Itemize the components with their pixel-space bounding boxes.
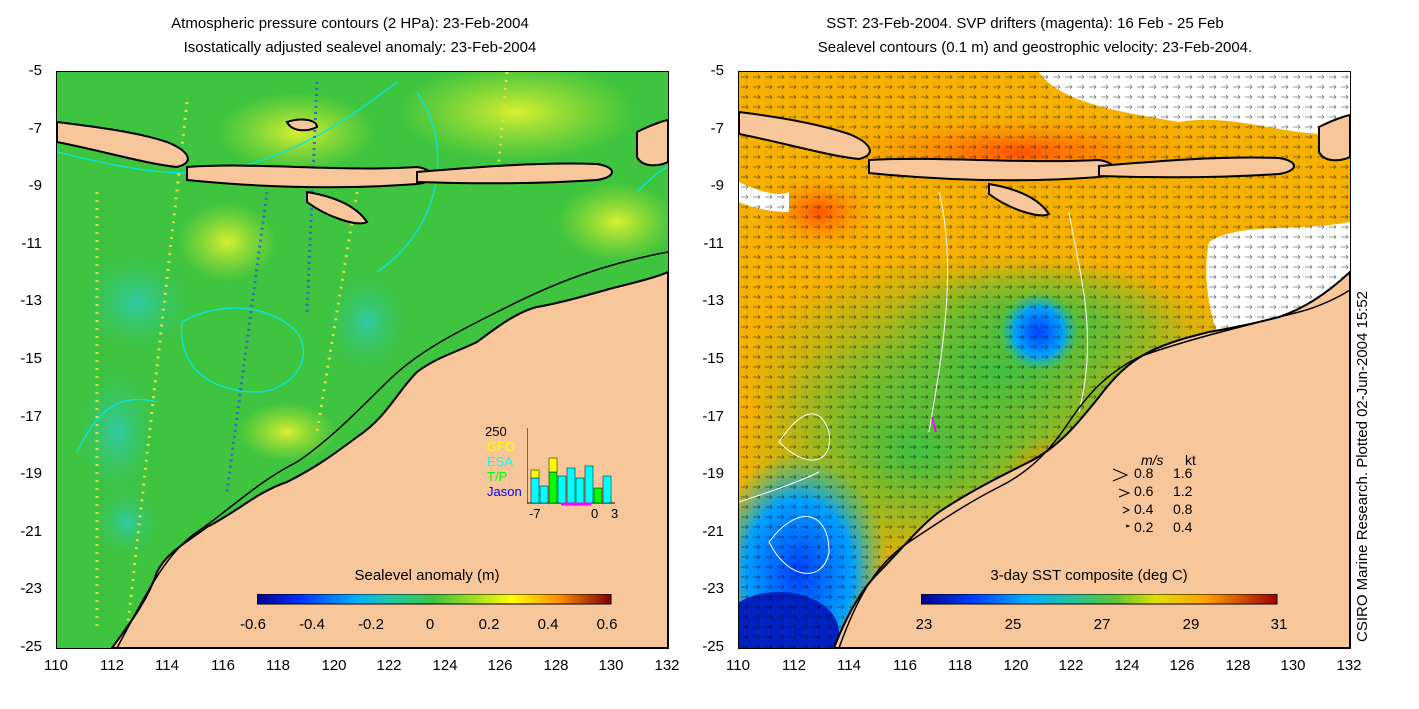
inset-histogram (527, 428, 615, 506)
right-colorbar-title: 3-day SST composite (deg C) (990, 567, 1188, 584)
right-lat-tick: -21 (702, 523, 724, 540)
left-title-line2: Isostatically adjusted sealevel anomaly:… (183, 39, 537, 56)
right-lon-tick: 112 (782, 657, 806, 674)
right-colorbar-label: 29 (1182, 616, 1200, 633)
right-lat-tick: -5 (710, 62, 724, 79)
inset-x-label-min: -7 (529, 506, 541, 521)
left-colorbar-label: -0.6 (240, 616, 266, 633)
inset-x-label-zero: 0 (591, 506, 599, 521)
left-lon-tick: 122 (376, 657, 402, 674)
right-colorbar-label: 23 (915, 616, 933, 633)
inset-legend-gfo: GFO (487, 439, 516, 454)
left-lat-tick: -9 (28, 177, 42, 194)
right-lat-tick: -11 (703, 235, 724, 252)
left-lon-tick: 132 (654, 657, 680, 674)
right-lat-tick: -19 (702, 465, 724, 482)
right-lat-tick: -17 (702, 408, 724, 425)
sst-map (739, 72, 1350, 648)
sealevel-anomaly-map (57, 72, 668, 648)
velocity-scale-arrows (1112, 468, 1131, 528)
left-colorbar-title: Sealevel anomaly (m) (354, 567, 500, 584)
left-lon-tick: 124 (432, 657, 458, 674)
left-lon-tick: 130 (598, 657, 624, 674)
left-lon-tick: 110 (44, 657, 68, 674)
left-lat-tick: -25 (20, 638, 42, 655)
left-colorbar-label: -0.4 (299, 616, 325, 633)
right-lat-tick: -23 (702, 580, 724, 597)
left-lat-tick: -19 (20, 465, 42, 482)
right-lon-tick: 128 (1225, 657, 1251, 674)
left-lat-tick: -11 (21, 235, 42, 252)
right-colorbar-label: 27 (1093, 616, 1111, 633)
left-colorbar-label: 0.4 (537, 616, 559, 633)
right-lat-tick: -9 (710, 177, 724, 194)
right-colorbar-label: 31 (1270, 616, 1288, 633)
plot-credit: CSIRO Marine Research. Plotted 02-Jun-20… (1354, 290, 1371, 642)
velocity-scale-kt: 0.8 (1173, 501, 1193, 517)
right-lon-tick: 120 (1003, 657, 1029, 674)
left-lon-tick: 116 (211, 657, 235, 674)
left-colorbar-label: 0.2 (478, 616, 500, 633)
right-lon-tick: 130 (1280, 657, 1306, 674)
right-lat-tick: -13 (702, 292, 724, 309)
left-lon-tick: 126 (487, 657, 513, 674)
right-lon-tick: 110 (726, 657, 750, 674)
left-lon-tick: 128 (543, 657, 569, 674)
left-colorbar-label: -0.2 (358, 616, 384, 633)
left-lat-tick: -17 (20, 408, 42, 425)
left-title-line1: Atmospheric pressure contours (2 HPa): 2… (171, 15, 529, 32)
right-lon-tick: 122 (1058, 657, 1084, 674)
right-title-line2: Sealevel contours (0.1 m) and geostrophi… (817, 39, 1253, 56)
right-title-line1: SST: 23-Feb-2004. SVP drifters (magenta)… (826, 15, 1224, 32)
left-lon-tick: 118 (266, 657, 290, 674)
velocity-scale-header-ms: m/s (1141, 452, 1164, 468)
right-lon-tick: 132 (1336, 657, 1362, 674)
right-lon-tick: 124 (1114, 657, 1140, 674)
left-lat-tick: -5 (28, 62, 42, 79)
right-lat-tick: -7 (710, 120, 724, 137)
left-lat-tick: -15 (20, 350, 42, 367)
velocity-scale-ms: 0.6 (1134, 483, 1154, 499)
inset-ymax-label: 250 (485, 424, 507, 439)
velocity-scale-ms: 0.2 (1134, 519, 1154, 535)
inset-legend-esa: ESA (487, 454, 514, 469)
left-lat-tick: -13 (20, 292, 42, 309)
right-lat-tick: -15 (702, 350, 724, 367)
left-lon-tick: 120 (321, 657, 347, 674)
right-map-panel: m/s kt 0.8 1.6 0.6 1.2 0.4 0.8 0.2 0.4 3… (738, 71, 1351, 649)
left-lat-tick: -7 (28, 120, 42, 137)
left-lon-tick: 112 (100, 657, 124, 674)
left-colorbar (257, 594, 612, 605)
left-lat-tick: -21 (20, 523, 42, 540)
right-lon-tick: 116 (893, 657, 917, 674)
velocity-scale-ms: 0.4 (1134, 501, 1154, 517)
right-lon-tick: 114 (837, 657, 861, 674)
left-map-panel: 250 GFO ESA T/P Jason -7 0 3 Sealevel an… (56, 71, 669, 649)
velocity-scale-ms: 0.8 (1134, 465, 1154, 481)
velocity-scale-kt: 1.6 (1173, 465, 1193, 481)
left-lon-tick: 114 (155, 657, 179, 674)
right-lon-tick: 118 (948, 657, 972, 674)
velocity-scale-kt: 1.2 (1173, 483, 1193, 499)
right-colorbar-label: 25 (1004, 616, 1022, 633)
right-colorbar (921, 594, 1278, 605)
right-lon-tick: 126 (1169, 657, 1195, 674)
velocity-scale-kt: 0.4 (1173, 519, 1193, 535)
left-colorbar-label: 0.6 (596, 616, 618, 633)
inset-legend-jason: Jason (487, 484, 522, 499)
right-lat-tick: -25 (702, 638, 724, 655)
left-colorbar-label: 0 (425, 616, 435, 633)
inset-legend-tp: T/P (487, 469, 508, 484)
inset-x-label-max: 3 (611, 506, 619, 521)
velocity-scale-header-kt: kt (1185, 452, 1196, 468)
left-lat-tick: -23 (20, 580, 42, 597)
